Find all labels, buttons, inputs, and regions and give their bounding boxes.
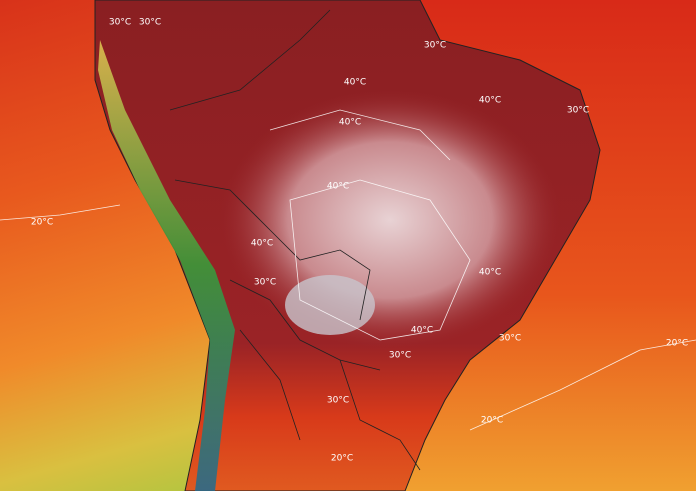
contour-label: 40°C [339, 118, 361, 128]
isotherms [0, 109, 696, 431]
contour-label: 20°C [481, 416, 503, 426]
contour-label: 30°C [567, 106, 589, 116]
contour-label: 30°C [327, 396, 349, 406]
contour-label: 40°C [344, 78, 366, 88]
contour-label: 40°C [327, 182, 349, 192]
contour-label: 20°C [666, 339, 688, 349]
contour-label: 30°C [109, 18, 131, 28]
contour-labels: 30°C 30°C 30°C 30°C 40°C 40°C 40°C 40°C 40°C 40°C… [31, 18, 688, 464]
contour-label: 30°C [139, 18, 161, 28]
contour-label: 30°C [424, 41, 446, 51]
contour-label: 30°C [499, 334, 521, 344]
heat-core [220, 90, 560, 350]
cool-patch [285, 275, 375, 335]
contour-label: 20°C [331, 454, 353, 464]
andes [98, 40, 235, 491]
contour-label: 20°C [31, 218, 53, 228]
borders [169, 9, 421, 471]
contour-label: 30°C [389, 351, 411, 361]
contour-label: 40°C [479, 96, 501, 106]
contour-label: 40°C [479, 268, 501, 278]
contour-label: 40°C [411, 326, 433, 336]
contour-label: 30°C [254, 278, 276, 288]
contour-label: 40°C [251, 239, 273, 249]
